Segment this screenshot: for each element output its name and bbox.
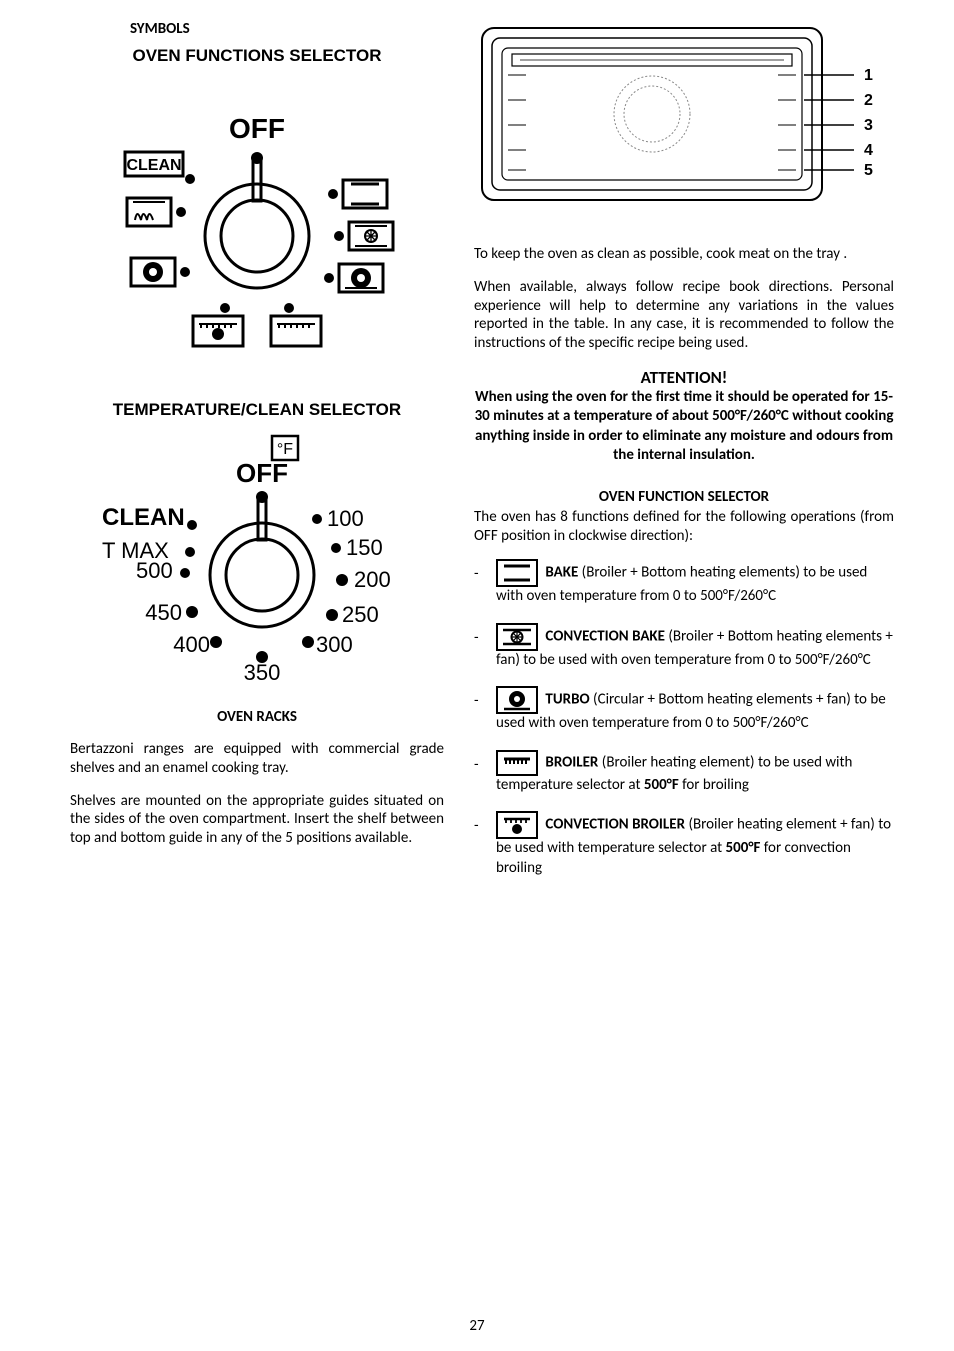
function-broiler: - BROILER (Broiler heating element) to b… [474,750,894,796]
temperature-selector-dial: OFF °F CLEAN T MAX 500 100 150 200 250 3… [92,430,422,690]
oven-racks-title: OVEN RACKS [70,708,444,726]
svg-text:200: 200 [354,567,391,592]
turbo-icon [496,686,538,714]
svg-text:300: 300 [316,632,353,657]
broiler-label: BROILER [545,753,598,771]
function-convection-bake: - CONVECTION BAKE (Broiler + Bottom heat… [474,623,894,671]
symbols-heading: SYMBOLS [130,20,444,38]
bake-icon [496,559,538,587]
oven-rack-diagram: 1 2 3 4 5 [474,20,894,210]
svg-text:1: 1 [864,67,873,84]
svg-text:OFF: OFF [236,458,288,488]
conv-broiler-temp: 500°F [726,839,761,857]
function-convection-broiler: - CONVECTION BROILER (Broiler heating el… [474,811,894,878]
oven-racks-para2: Shelves are mounted on the appropriate g… [70,792,444,848]
right-para1: To keep the oven as clean as possible, c… [474,245,894,264]
convection-broiler-icon [496,811,538,839]
broiler-icon [496,750,538,776]
svg-text:CLEAN: CLEAN [102,504,185,531]
svg-text:OFF: OFF [229,113,285,144]
temp-selector-title: TEMPERATURE/CLEAN SELECTOR [70,400,444,420]
convection-bake-icon [496,623,538,651]
attention-body: When using the oven for the first time i… [474,388,894,466]
function-selector-dial: OFF CLEAN [107,76,407,366]
svg-text:400: 400 [173,632,210,657]
svg-text:250: 250 [342,602,379,627]
oven-functions-title: OVEN FUNCTIONS SELECTOR [70,46,444,66]
function-selector-title: OVEN FUNCTION SELECTOR [474,488,894,506]
svg-text:4: 4 [864,142,873,159]
bake-label: BAKE [545,564,578,582]
svg-text:150: 150 [346,535,383,560]
oven-racks-para1: Bertazzoni ranges are equipped with comm… [70,740,444,778]
page-number: 27 [0,1317,954,1335]
broiler-desc2: for broiling [679,776,749,794]
svg-text:°F: °F [277,441,293,458]
turbo-label: TURBO [545,691,589,709]
svg-text:100: 100 [327,506,364,531]
conv-broiler-label: CONVECTION BROILER [545,816,685,834]
right-para2: When available, always follow recipe boo… [474,278,894,353]
function-turbo: - TURBO (Circular + Bottom heating eleme… [474,686,894,734]
function-intro: The oven has 8 functions defined for the… [474,508,894,546]
svg-text:350: 350 [244,660,281,685]
svg-text:CLEAN: CLEAN [126,157,181,174]
svg-text:500: 500 [136,558,173,583]
svg-text:5: 5 [864,162,873,179]
svg-text:3: 3 [864,117,873,134]
svg-text:450: 450 [145,600,182,625]
conv-bake-label: CONVECTION BAKE [545,627,665,645]
svg-text:2: 2 [864,92,873,109]
function-bake: - BAKE (Broiler + Bottom heating element… [474,559,894,607]
broiler-temp: 500°F [644,776,679,794]
attention-title: ATTENTION! [474,367,894,388]
